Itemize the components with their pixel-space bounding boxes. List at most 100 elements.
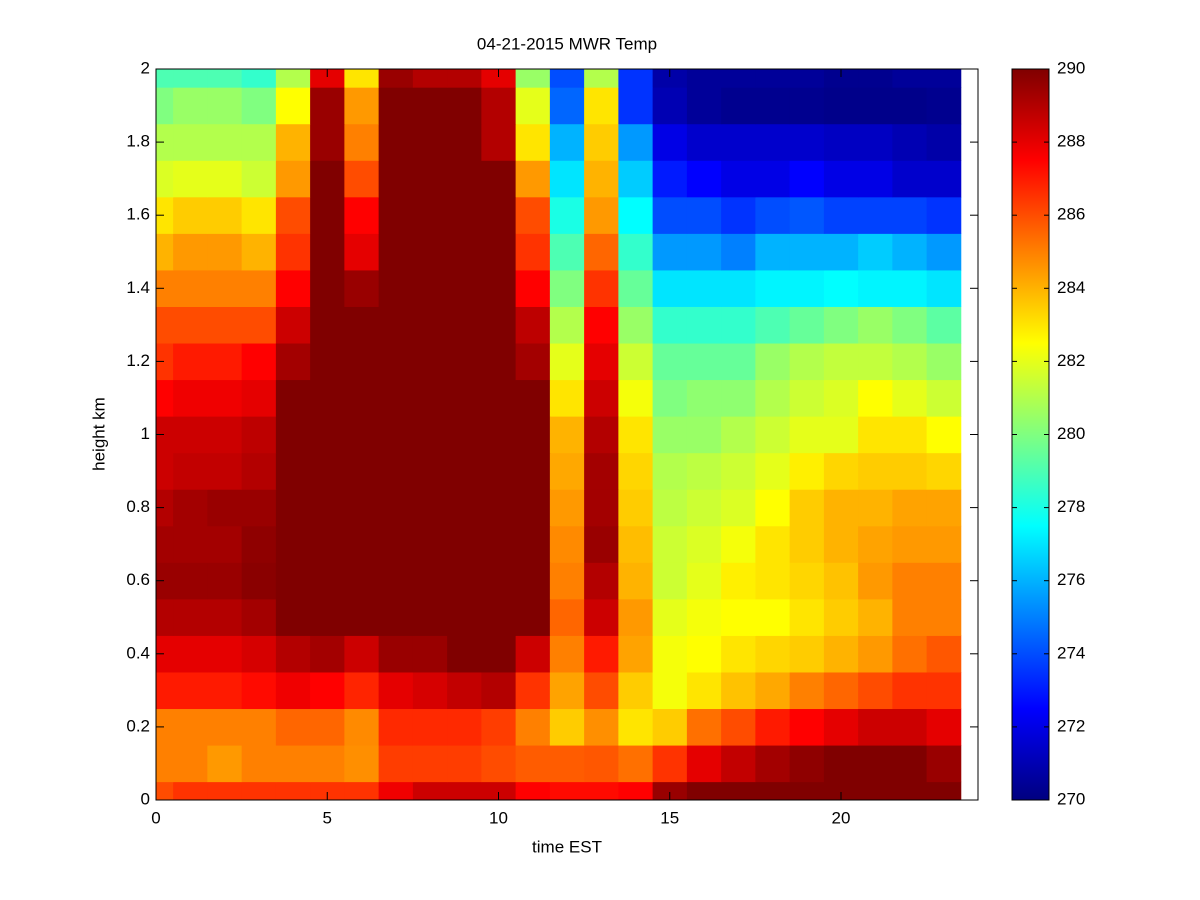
heatmap-cell — [549, 489, 585, 527]
heatmap-cell — [241, 160, 277, 198]
heatmap-cell — [412, 672, 448, 710]
heatmap-cell — [789, 525, 825, 563]
heatmap-cell — [755, 708, 791, 746]
heatmap-cell — [755, 598, 791, 636]
heatmap-cell — [378, 306, 414, 344]
heatmap-cell — [618, 745, 654, 783]
heatmap-cell — [412, 343, 448, 381]
heatmap-cell — [378, 635, 414, 673]
heatmap-cell — [241, 672, 277, 710]
heatmap-cell — [173, 379, 208, 417]
heatmap-cell — [858, 598, 893, 636]
heatmap-cell — [412, 416, 448, 454]
heatmap-cell — [823, 69, 859, 88]
heatmap-cell — [207, 87, 243, 125]
heatmap-cell — [378, 343, 414, 381]
heatmap-cell — [686, 306, 722, 344]
y-tick-label: 0.4 — [126, 643, 150, 662]
colorbar-tick-label: 276 — [1057, 570, 1085, 589]
heatmap-cell — [378, 196, 414, 234]
heatmap-cell — [858, 343, 893, 381]
heatmap-cell — [481, 452, 517, 490]
heatmap-cell — [515, 160, 551, 198]
heatmap-cell — [447, 745, 482, 783]
heatmap-cell — [789, 452, 825, 490]
heatmap-cell — [618, 160, 654, 198]
heatmap-cell — [412, 233, 448, 271]
heatmap-cell — [892, 306, 928, 344]
heatmap-cell — [618, 233, 654, 271]
heatmap-cell — [618, 525, 654, 563]
heatmap-cell — [652, 781, 688, 801]
heatmap-cell — [823, 525, 859, 563]
heatmap-cell — [344, 489, 380, 527]
y-tick-label: 1.4 — [126, 278, 150, 297]
heatmap-cell — [721, 708, 756, 746]
heatmap-cell — [686, 379, 722, 417]
heatmap-cell — [686, 160, 722, 198]
heatmap-cell — [310, 708, 345, 746]
heatmap-cell — [173, 489, 208, 527]
heatmap-cell — [858, 672, 893, 710]
heatmap-cell — [344, 196, 380, 234]
heatmap-cell — [310, 160, 345, 198]
heatmap-cell — [515, 343, 551, 381]
heatmap-cell — [412, 160, 448, 198]
heatmap-cell — [481, 87, 517, 125]
heatmap-cell — [515, 489, 551, 527]
heatmap-cell — [652, 672, 688, 710]
heatmap-cell — [378, 598, 414, 636]
heatmap-cell — [652, 598, 688, 636]
heatmap-cell — [892, 123, 928, 161]
heatmap-cell — [926, 416, 962, 454]
heatmap-cell — [584, 672, 619, 710]
heatmap-cell — [447, 452, 482, 490]
heatmap-cell — [721, 233, 756, 271]
heatmap-cell — [892, 270, 928, 307]
heatmap-cell — [652, 87, 688, 125]
heatmap-cell — [789, 745, 825, 783]
heatmap-cell — [241, 489, 277, 527]
colorbar-tick-label: 286 — [1057, 205, 1085, 224]
heatmap-cell — [481, 635, 517, 673]
heatmap-cell — [823, 598, 859, 636]
heatmap-cell — [584, 562, 619, 600]
x-tick-label: 20 — [832, 808, 851, 827]
heatmap-cell — [173, 306, 208, 344]
heatmap-cell — [686, 635, 722, 673]
heatmap-cell — [207, 270, 243, 307]
heatmap-cell — [412, 708, 448, 746]
heatmap-cell — [515, 562, 551, 600]
heatmap-cell — [447, 562, 482, 600]
heatmap-cell — [310, 306, 345, 344]
heatmap-cell — [241, 233, 277, 271]
heatmap-cell — [755, 196, 791, 234]
heatmap-cell — [481, 416, 517, 454]
heatmap-cell — [156, 672, 174, 710]
heatmap-cell — [652, 160, 688, 198]
heatmap-cell — [618, 87, 654, 125]
heatmap-cell — [926, 452, 962, 490]
heatmap-cell — [378, 708, 414, 746]
heatmap-cell — [173, 416, 208, 454]
heatmap-cell — [858, 562, 893, 600]
heatmap-cell — [156, 452, 174, 490]
heatmap-cell — [618, 379, 654, 417]
heatmap-cell — [823, 196, 859, 234]
heatmap-cell — [447, 416, 482, 454]
heatmap-cell — [412, 123, 448, 161]
heatmap-cell — [789, 379, 825, 417]
heatmap-cell — [892, 598, 928, 636]
heatmap-cell — [412, 525, 448, 563]
heatmap-cell — [310, 672, 345, 710]
heatmap-cell — [207, 745, 243, 783]
heatmap-cell — [344, 598, 380, 636]
heatmap-cell — [789, 343, 825, 381]
heatmap-cell — [858, 306, 893, 344]
heatmap-cell — [789, 87, 825, 125]
heatmap-cell — [618, 343, 654, 381]
heatmap-cell — [481, 672, 517, 710]
heatmap-cell — [310, 452, 345, 490]
heatmap-cell — [207, 525, 243, 563]
heatmap-cell — [275, 598, 311, 636]
